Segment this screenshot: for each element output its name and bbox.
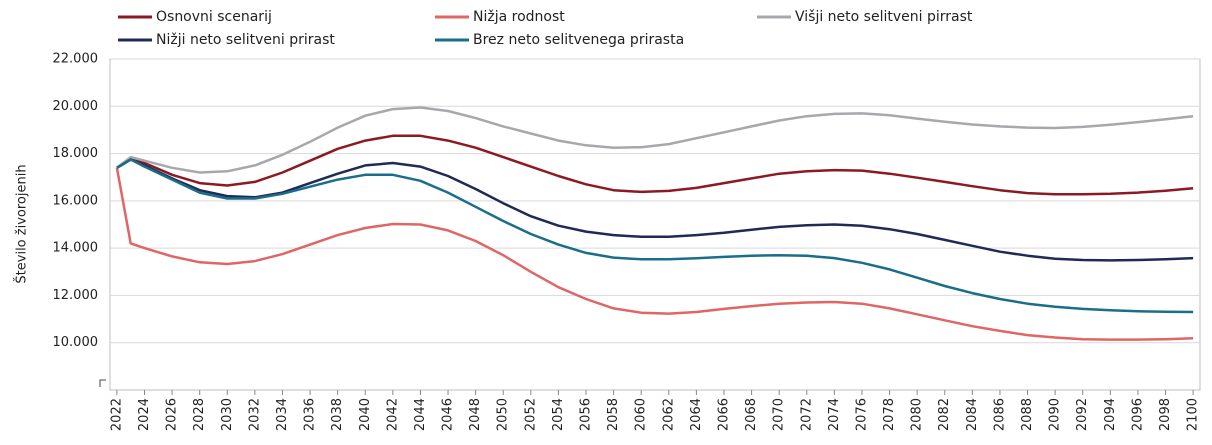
x-tick-label: 2052 (523, 398, 538, 431)
x-tick-label: 2054 (551, 398, 566, 431)
x-tick-label: 2092 (1075, 398, 1090, 431)
x-tick-label: 2046 (441, 398, 456, 431)
x-tick-label: 2076 (854, 398, 869, 431)
x-tick-label: 2062 (661, 398, 676, 431)
x-tick-label: 2024 (137, 398, 152, 431)
x-tick-label: 2058 (606, 398, 621, 431)
x-tick-label: 2032 (247, 398, 262, 431)
x-tick-label: 2080 (910, 398, 925, 431)
legend-label: Nižja rodnost (473, 9, 565, 25)
x-tick-label: 2034 (275, 398, 290, 431)
x-tick-label: 2068 (744, 398, 759, 431)
x-tick-label: 2042 (385, 398, 400, 431)
legend-label: Brez neto selitvenega prirasta (473, 32, 684, 48)
series-line (116, 106, 1194, 174)
x-tick-label: 2056 (579, 398, 594, 431)
x-tick-label: 2072 (799, 398, 814, 431)
x-tick-label: 2100 (1186, 398, 1201, 431)
x-tick-label: 2088 (1020, 398, 1035, 431)
x-tick-label: 2070 (772, 398, 787, 431)
legend-label: Nižji neto selitveni prirast (156, 32, 335, 48)
x-tick-label: 2064 (689, 398, 704, 431)
series-line (115, 167, 1194, 341)
y-tick-label: 16.000 (53, 193, 99, 208)
x-tick-label: 2026 (165, 398, 180, 431)
y-tick-label: 18.000 (53, 146, 99, 161)
y-tick-label: 14.000 (53, 241, 99, 256)
x-tick-label: 2084 (965, 398, 980, 431)
y-axis-label: Število živorojenih (14, 164, 30, 283)
x-tick-label: 2098 (1158, 398, 1173, 431)
x-tick-label: 2086 (992, 398, 1007, 431)
x-tick-label: 2074 (827, 398, 842, 431)
x-tick-label: 2082 (937, 398, 952, 431)
y-tick-label: 20.000 (53, 99, 99, 114)
x-tick-label: 2030 (220, 398, 235, 431)
series-line (116, 158, 1194, 314)
x-tick-label: 2078 (882, 398, 897, 431)
legend-label: Osnovni scenarij (156, 9, 272, 25)
legend-label: Višji neto selitveni pirrast (795, 9, 973, 25)
x-tick-label: 2050 (496, 398, 511, 431)
series-line (116, 134, 1194, 196)
plot-frame (109, 58, 1201, 391)
x-tick-label: 2096 (1130, 398, 1145, 431)
x-tick-label: 2066 (716, 398, 731, 431)
x-tick-label: 2060 (634, 398, 649, 431)
x-tick-label: 2048 (468, 398, 483, 431)
x-tick-label: 2040 (358, 398, 373, 431)
x-tick-label: 2090 (1048, 398, 1063, 431)
x-tick-label: 2094 (1103, 398, 1118, 431)
x-tick-label: 2036 (303, 398, 318, 431)
x-tick-label: 2028 (192, 398, 207, 431)
axis-break (99, 379, 106, 387)
y-tick-label: 22.000 (53, 52, 99, 67)
x-tick-label: 2022 (109, 398, 124, 431)
y-tick-label: 12.000 (53, 288, 99, 303)
x-tick-label: 2044 (413, 398, 428, 431)
x-tick-label: 2038 (330, 398, 345, 431)
y-tick-label: 10.000 (53, 335, 99, 350)
